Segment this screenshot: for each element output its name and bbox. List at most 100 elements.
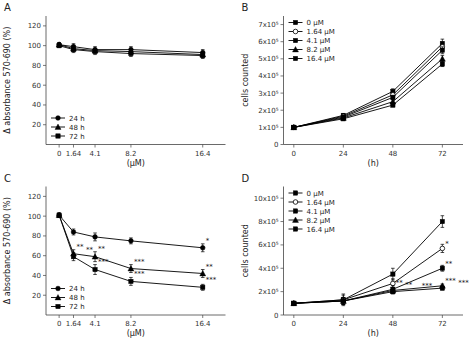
y-tick [43,104,46,105]
y-tick-label: 4x10⁵ [258,72,279,80]
point [391,103,395,107]
error-bar [72,46,76,52]
series [292,61,445,129]
point [391,281,396,286]
series [292,43,445,129]
x-tick [442,315,443,318]
x-tick-label: 8.2 [125,150,136,158]
point [57,213,62,218]
x-tick [293,145,294,148]
point [292,125,296,129]
point [200,270,206,275]
x-axis-label: (μM) [127,329,145,338]
point [391,272,395,276]
x-tick [202,315,203,318]
x-tick-label: 48 [388,150,397,158]
legend-marker [56,134,60,138]
point [292,125,296,129]
y-tick [281,198,284,199]
series-line [294,288,443,303]
legend-label: 16.4 μM [307,226,335,234]
point [341,117,345,121]
point [292,301,296,305]
point [439,56,445,61]
legend-label: 8.2 μM [307,217,331,225]
point [292,301,296,305]
error-bar [129,51,133,57]
series [292,39,445,129]
legend-label: 72 h [69,303,85,311]
series-line [294,268,443,303]
legend-marker [56,304,60,308]
series-line [294,43,443,127]
y-tick [43,124,46,125]
x-tick [343,145,344,148]
point [57,42,62,47]
error-bar [72,47,76,53]
point [57,213,61,217]
error-bar [201,53,205,59]
series-line [294,59,443,128]
panel: B01x10⁵2x10⁵3x10⁵4x10⁵5x10⁵6x10⁵7x10⁵024… [241,2,464,168]
point [340,115,346,120]
y-tick [281,24,284,25]
legend-marker [293,56,297,60]
series-line [294,286,443,304]
point [440,62,444,66]
x-tick-label: 16.4 [195,150,211,158]
x-tick [73,145,74,148]
annotation: ** [206,263,214,271]
point [292,301,296,305]
panel-letter: B [242,2,249,13]
error-bar [342,297,346,304]
x-tick-label: 4.1 [89,320,100,328]
legend-marker [55,295,61,300]
error-bar [129,238,133,244]
x-tick-label: 24 [339,320,348,328]
series [57,213,205,252]
error-bar [441,265,445,271]
x-axis-label: (μM) [127,159,145,168]
legend-marker [293,20,297,24]
series [291,283,446,306]
series [292,265,445,305]
y-axis-label: cells counted [241,224,250,277]
point [340,298,346,303]
point [440,48,444,52]
y-axis-label: Δ absorbance 570-690 (%) [3,27,12,134]
annotation: *** [206,276,217,284]
x-tick [59,315,60,318]
x-tick-label: 1.64 [66,320,82,328]
point [129,51,133,55]
error-bar [441,244,445,252]
legend-marker [293,47,299,52]
y-tick-label: 40 [32,272,41,280]
annotation: ** [98,245,106,253]
legend-label: 1.64 μM [307,199,335,207]
point [56,42,62,47]
legend-marker [293,217,299,222]
series-line [294,47,443,128]
series-line [294,222,443,304]
series-line [59,215,203,273]
series-line [294,248,443,303]
error-bar [441,216,445,228]
y-tick-label: 40 [32,101,41,109]
y-tick-label: 4x10⁵ [258,265,279,273]
y-tick-label: 1x10⁵ [258,124,279,132]
point [71,47,75,51]
legend-marker [293,38,297,42]
x-tick [59,145,60,148]
y-tick-label: 0 [274,141,278,149]
plot-area [56,212,206,290]
y-tick-label: 10x10⁵ [254,195,279,203]
x-tick-label: 1.64 [66,150,82,158]
series [57,43,205,58]
legend-marker [293,200,298,205]
error-bar [441,61,445,66]
point [440,266,444,270]
y-tick [281,315,284,316]
x-tick-label: 16.4 [195,320,211,328]
x-axis-line [284,144,464,145]
y-tick [281,110,284,111]
